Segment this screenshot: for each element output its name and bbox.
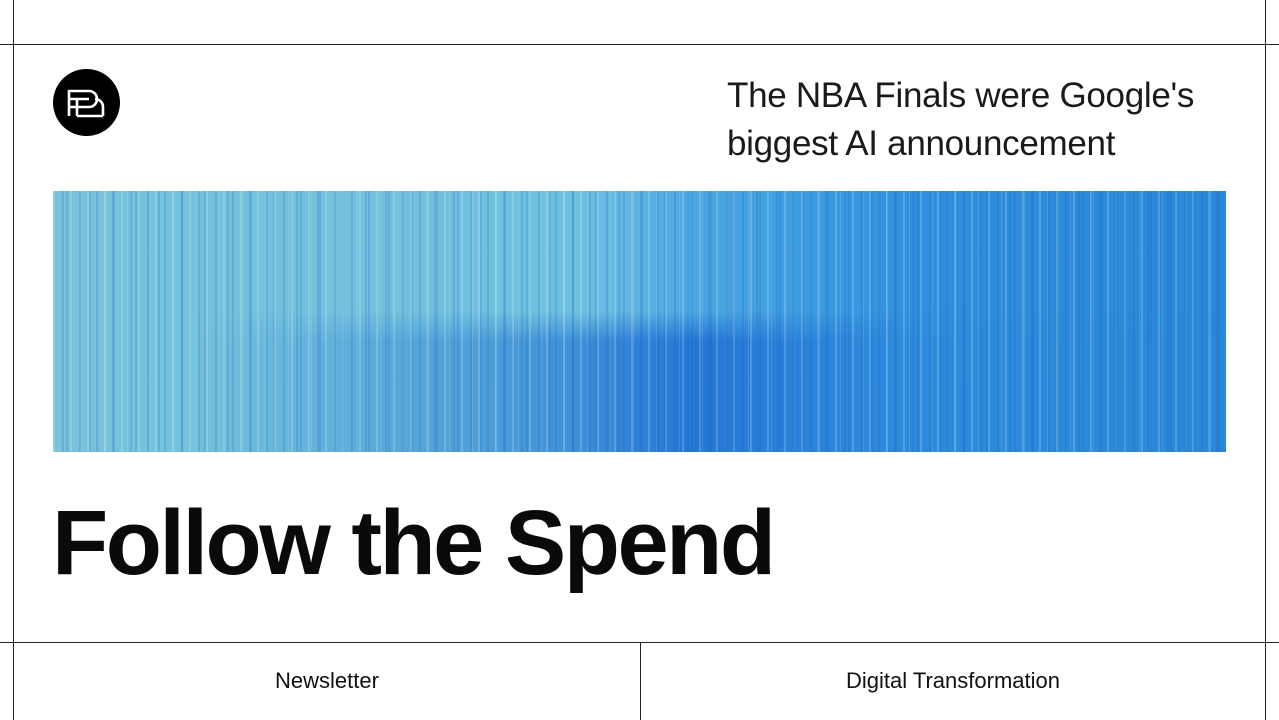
tag[interactable]: Digital Transformation xyxy=(846,668,1060,693)
hero-image xyxy=(53,191,1226,452)
headline: The NBA Finals were Google's biggest AI … xyxy=(727,72,1194,168)
divider xyxy=(640,642,641,720)
title: Follow the Spend xyxy=(52,492,776,594)
divider xyxy=(0,44,1279,45)
divider xyxy=(13,0,14,720)
headline-line: biggest AI announcement xyxy=(727,124,1116,163)
divider xyxy=(1265,0,1266,720)
divider xyxy=(0,642,1279,643)
logo[interactable] xyxy=(53,69,120,136)
tag[interactable]: Newsletter xyxy=(275,668,379,693)
headline-line: The NBA Finals were Google's xyxy=(727,76,1195,115)
